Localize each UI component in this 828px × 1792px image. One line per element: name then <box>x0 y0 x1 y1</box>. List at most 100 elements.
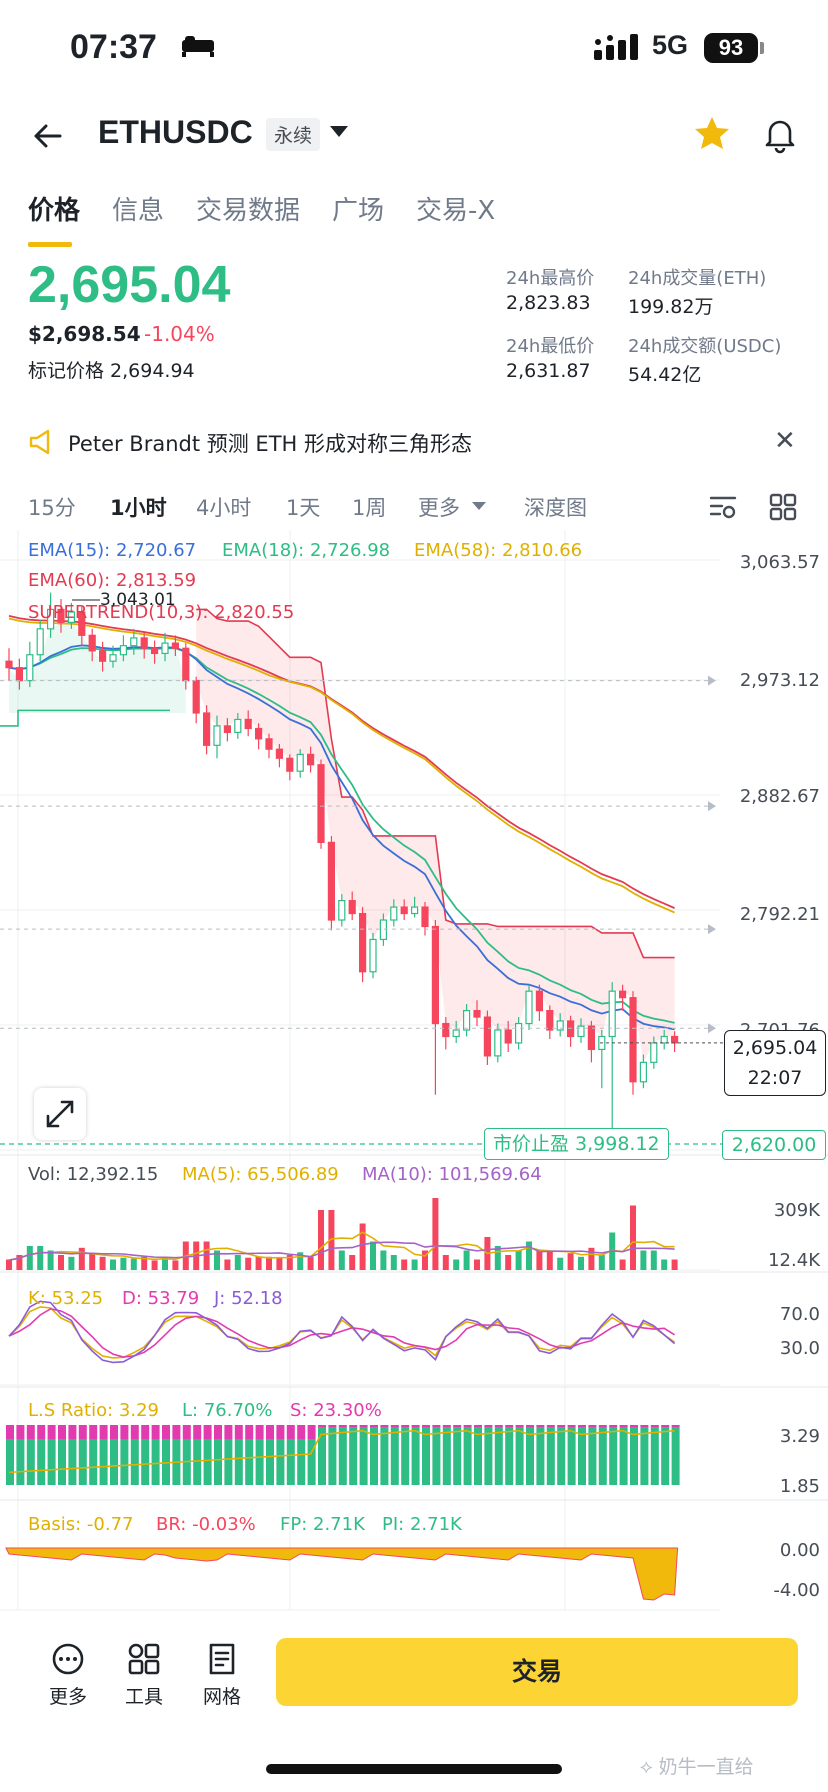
volume-bar <box>422 1250 428 1270</box>
news-banner[interactable]: Peter Brandt 预测 ETH 形成对称三角形态 ✕ <box>0 424 828 464</box>
more-label: 更多 <box>48 1686 87 1708</box>
price-change-percent: -1.04% <box>144 322 215 346</box>
long-ratio-bar <box>650 1427 659 1485</box>
basis-axis-tick: -4.00 <box>773 1580 820 1601</box>
volume-bar <box>203 1241 210 1270</box>
ls-axis-tick: 3.29 <box>779 1426 820 1447</box>
interval-1w[interactable]: 1周 <box>352 496 387 520</box>
volume-bar <box>619 1259 626 1270</box>
volume-bar <box>130 1258 137 1270</box>
short-ratio-bar <box>546 1425 555 1427</box>
news-text[interactable]: Peter Brandt 预测 ETH 形成对称三角形态 <box>68 432 472 456</box>
fullscreen-button[interactable] <box>34 1088 86 1140</box>
volume-bar <box>99 1256 106 1270</box>
candle-body <box>140 637 148 649</box>
layout-grid-icon[interactable] <box>768 492 798 522</box>
grid-trading-button[interactable]: 网格 <box>192 1642 252 1709</box>
long-ratio-bar <box>598 1427 607 1485</box>
long-ratio-bar <box>380 1427 389 1485</box>
favorite-star-icon[interactable] <box>692 114 732 154</box>
volume-bar <box>557 1257 564 1270</box>
candle-body <box>483 1016 491 1057</box>
short-ratio-bar <box>526 1425 534 1427</box>
kdj-k-legend: K: 53.25 <box>28 1288 104 1309</box>
long-ratio-bar <box>245 1439 254 1485</box>
long-ratio-bar <box>546 1427 555 1485</box>
close-news-icon[interactable]: ✕ <box>774 426 796 456</box>
candle-body <box>307 753 315 766</box>
volume-bar <box>266 1256 272 1270</box>
long-ratio-bar <box>162 1439 170 1485</box>
interval-more[interactable]: 更多 <box>418 496 460 520</box>
tab-square[interactable]: 广场 <box>332 196 385 226</box>
take-profit-label[interactable]: 市价止盈 3,998.12 <box>484 1128 669 1160</box>
long-ratio-bar <box>515 1427 524 1485</box>
short-ratio-bar <box>390 1425 399 1427</box>
long-ratio-bar <box>630 1427 638 1485</box>
volume-bar <box>494 1246 501 1270</box>
candle-body <box>359 912 367 973</box>
long-ratio-bar <box>661 1427 670 1485</box>
tab-info[interactable]: 信息 <box>112 196 165 226</box>
long-ratio-bar <box>474 1427 482 1485</box>
contract-type-badge: 永续 <box>266 118 321 151</box>
candle-body <box>452 1029 460 1038</box>
long-ratio-bar <box>567 1427 576 1485</box>
candle-body <box>213 725 221 746</box>
network-type: 5G <box>652 30 689 60</box>
interval-1h[interactable]: 1小时 <box>110 496 167 520</box>
last-price: 2,695.04 <box>28 256 231 314</box>
candle-body <box>390 906 398 921</box>
interval-15m[interactable]: 15分 <box>28 496 76 520</box>
kdj-d-legend: D: 53.79 <box>122 1288 200 1309</box>
candle-body <box>473 1009 481 1018</box>
interval-depth-chart[interactable]: 深度图 <box>524 496 587 520</box>
pair-symbol[interactable]: ETHUSDC <box>98 114 253 150</box>
long-ratio-bar <box>370 1427 378 1485</box>
short-ratio-bar <box>349 1425 358 1427</box>
volume-bar <box>578 1256 584 1270</box>
more-button[interactable]: 更多 <box>38 1642 98 1709</box>
long-ratio-bar <box>286 1439 295 1485</box>
interval-4h[interactable]: 4小时 <box>196 496 252 520</box>
supertrend-bull-line <box>0 709 170 727</box>
tab-trade-x[interactable]: 交易-X <box>416 196 496 226</box>
long-ratio-bar <box>349 1427 358 1485</box>
interval-more-caret-icon[interactable] <box>472 502 486 510</box>
candle-body <box>670 1035 679 1044</box>
long-ratio-bar <box>390 1427 399 1485</box>
candle-body <box>535 990 544 1012</box>
price-axis-tick: 3,063.57 <box>739 552 820 573</box>
volume-bar <box>536 1250 543 1270</box>
volume-bar <box>370 1241 376 1270</box>
candle-body <box>660 1035 668 1044</box>
candle-body <box>650 1042 658 1063</box>
high-price-marker: 3,043.01 <box>100 590 176 610</box>
interval-1d[interactable]: 1天 <box>286 496 321 520</box>
tab-trading-data[interactable]: 交易数据 <box>196 196 301 226</box>
back-arrow-icon[interactable] <box>30 118 66 154</box>
volume-bar <box>245 1257 252 1270</box>
tab-price[interactable]: 价格 <box>28 196 81 226</box>
volume-bar <box>338 1250 345 1270</box>
volume-axis-tick: 309K <box>773 1200 820 1221</box>
current-price-tag: 2,695.04 22:07 <box>724 1030 826 1096</box>
long-ratio-bar <box>536 1427 545 1485</box>
pair-dropdown-icon[interactable] <box>330 126 348 137</box>
more-dots-icon <box>52 1643 84 1675</box>
long-ratio-bar <box>16 1439 25 1485</box>
short-ratio-bar <box>172 1425 181 1439</box>
price-alert-bell-icon[interactable] <box>760 114 800 154</box>
short-ratio-bar <box>578 1425 586 1427</box>
volume-bar <box>234 1255 241 1270</box>
bottom-action-bar: 更多 工具 网格 交易 ⟡ 奶牛一直给 <box>0 1612 828 1792</box>
indicator-settings-icon[interactable] <box>708 492 738 522</box>
candle-countdown: 22:07 <box>747 1067 803 1089</box>
short-ratio-bar <box>318 1425 326 1427</box>
long-ratio-bar <box>266 1439 274 1485</box>
trade-button[interactable]: 交易 <box>276 1638 798 1706</box>
long-ratio-bar <box>26 1439 35 1485</box>
vol-usdc-24h-label: 24h成交额(USDC) <box>628 336 782 357</box>
tools-button[interactable]: 工具 <box>114 1642 174 1709</box>
